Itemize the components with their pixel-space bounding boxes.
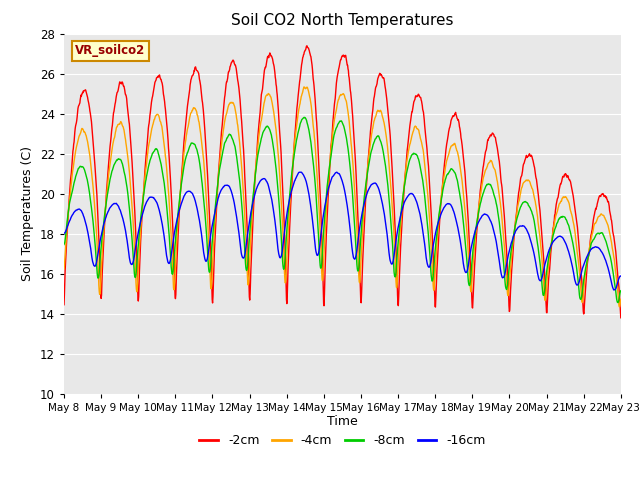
- Legend: -2cm, -4cm, -8cm, -16cm: -2cm, -4cm, -8cm, -16cm: [194, 429, 491, 452]
- -8cm: [184, 149, 191, 155]
- -4cm: [551, 217, 559, 223]
- -16cm: [551, 237, 559, 242]
- -8cm: [614, 300, 621, 305]
- -8cm: [246, 226, 254, 231]
- -8cm: [429, 274, 437, 280]
- -16cm: [617, 273, 625, 279]
- -16cm: [246, 214, 254, 220]
- -8cm: [60, 241, 68, 247]
- -2cm: [170, 266, 178, 272]
- -2cm: [303, 43, 311, 48]
- -8cm: [551, 226, 559, 232]
- Text: VR_soilco2: VR_soilco2: [75, 44, 145, 58]
- -4cm: [616, 304, 623, 310]
- -4cm: [170, 287, 178, 292]
- -4cm: [502, 264, 509, 270]
- -2cm: [246, 291, 254, 297]
- -2cm: [60, 302, 68, 308]
- -8cm: [617, 288, 625, 294]
- -4cm: [60, 266, 68, 272]
- -8cm: [300, 115, 308, 120]
- -16cm: [60, 230, 68, 236]
- -2cm: [617, 315, 625, 321]
- -4cm: [429, 282, 437, 288]
- -8cm: [170, 253, 178, 259]
- Title: Soil CO2 North Temperatures: Soil CO2 North Temperatures: [231, 13, 454, 28]
- -4cm: [617, 297, 625, 302]
- Line: -8cm: -8cm: [64, 118, 621, 302]
- -16cm: [610, 287, 618, 293]
- -2cm: [184, 101, 191, 107]
- Line: -4cm: -4cm: [64, 87, 621, 307]
- -16cm: [502, 265, 509, 271]
- -8cm: [502, 285, 509, 291]
- -16cm: [297, 169, 305, 175]
- -2cm: [502, 238, 509, 244]
- -16cm: [429, 243, 437, 249]
- Y-axis label: Soil Temperatures (C): Soil Temperatures (C): [21, 146, 35, 281]
- -4cm: [246, 248, 254, 253]
- -16cm: [184, 189, 191, 194]
- -4cm: [184, 125, 191, 131]
- X-axis label: Time: Time: [327, 415, 358, 429]
- Line: -16cm: -16cm: [64, 172, 621, 290]
- -2cm: [551, 212, 559, 218]
- -2cm: [429, 251, 437, 256]
- Line: -2cm: -2cm: [64, 46, 621, 318]
- -16cm: [170, 231, 178, 237]
- -4cm: [300, 84, 308, 90]
